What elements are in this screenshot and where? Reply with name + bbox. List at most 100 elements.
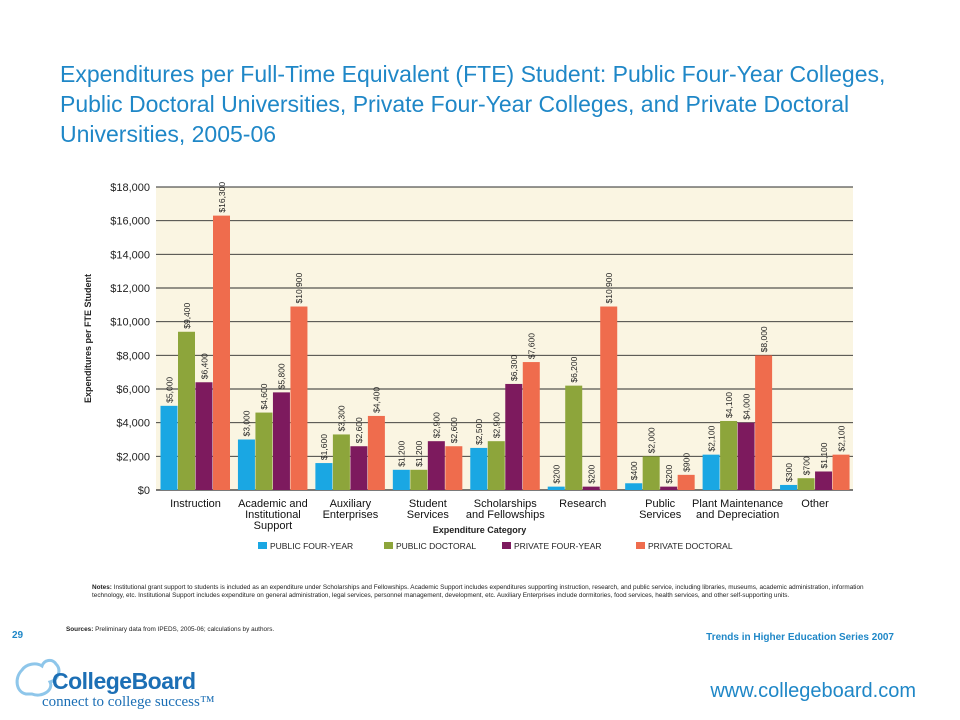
bar-value-label: $2,600	[354, 417, 364, 443]
bar	[160, 405, 178, 490]
bar-value-label: $7,600	[527, 333, 537, 359]
bar-value-label: $5,800	[277, 363, 287, 389]
legend-swatch	[384, 542, 393, 549]
bar-value-label: $1,200	[414, 441, 424, 467]
page-title: Expenditures per Full-Time Equivalent (F…	[60, 61, 886, 148]
legend-swatch	[636, 542, 645, 549]
bar	[832, 454, 850, 490]
y-tick-label: $12,000	[110, 283, 150, 295]
x-tick-label: and Depreciation	[696, 509, 779, 521]
page-number: 29	[12, 630, 24, 641]
x-tick-label: Services	[407, 509, 450, 521]
legend-label: PUBLIC DOCTORAL	[396, 541, 476, 551]
bar	[195, 382, 213, 490]
x-tick-label: Plant Maintenance	[692, 498, 783, 510]
x-tick-label: Public	[645, 498, 675, 510]
bar-value-label: $2,100	[836, 425, 846, 451]
bar	[780, 484, 798, 490]
bar	[600, 306, 618, 490]
bar-value-label: $2,600	[449, 417, 459, 443]
x-tick-label: and Fellowships	[466, 509, 545, 521]
y-tick-label: $2,000	[116, 451, 150, 463]
x-tick-label: Instruction	[170, 498, 221, 510]
bar-value-label: $6,400	[199, 353, 209, 379]
bar	[522, 362, 540, 490]
bar	[565, 385, 583, 490]
bar	[350, 446, 368, 490]
bar-value-label: $200	[551, 464, 561, 483]
y-axis-label: Expenditures per FTE Student	[83, 274, 93, 403]
notes-label: Notes:	[92, 584, 112, 591]
x-tick-label: Scholarships	[474, 498, 537, 510]
bar	[255, 412, 273, 490]
x-tick-label: Support	[254, 520, 293, 532]
x-tick-label: Institutional	[245, 509, 301, 521]
bar-value-label: $300	[784, 463, 794, 482]
bar-value-label: $4,400	[372, 387, 382, 413]
bar	[702, 454, 720, 490]
x-tick-label: Other	[801, 498, 829, 510]
bar	[677, 474, 695, 490]
legend-label: PRIVATE DOCTORAL	[648, 541, 733, 551]
site-url[interactable]: www.collegeboard.com	[710, 680, 916, 702]
x-tick-label: Auxiliary	[330, 498, 372, 510]
bar-value-label: $2,500	[474, 419, 484, 445]
bar-value-label: $6,300	[509, 355, 519, 381]
bar-value-label: $6,200	[569, 356, 579, 382]
bar-value-label: $2,900	[492, 412, 502, 438]
bar	[815, 471, 833, 490]
bar	[642, 456, 660, 490]
x-tick-label: Student	[409, 498, 447, 510]
x-tick-label: Enterprises	[323, 509, 379, 521]
bar-value-label: $4,000	[741, 393, 751, 419]
bar	[332, 434, 350, 490]
logo-tagline: connect to college success™	[42, 694, 215, 710]
bar	[737, 422, 755, 490]
notes-text: Institutional grant support to students …	[92, 584, 864, 600]
sources-label: Sources:	[66, 626, 94, 633]
acorn-logo-icon	[15, 658, 61, 697]
y-tick-label: $6,000	[116, 384, 150, 396]
bar	[505, 383, 523, 490]
bar	[582, 486, 600, 490]
y-tick-label: $16,000	[110, 216, 150, 228]
bar-value-label: $10,900	[294, 273, 304, 304]
bar	[470, 447, 488, 490]
bar-chart: $0 $2,000 $4,000 $6,000 $8,000 $10,000 $12,000…	[83, 182, 853, 551]
legend-swatch	[502, 542, 511, 549]
bar	[315, 463, 333, 490]
bar	[367, 415, 385, 490]
y-tick-label: $10,000	[110, 317, 150, 329]
bar	[797, 478, 815, 490]
logo-wordmark: CollegeBoard	[52, 668, 196, 694]
bar-value-label: $16,300	[217, 182, 227, 213]
bar	[427, 441, 445, 490]
legend-label: PUBLIC FOUR-YEAR	[270, 541, 353, 551]
bar-value-label: $400	[629, 461, 639, 480]
y-tick-label: $4,000	[116, 418, 150, 430]
chart-container: $0 $2,000 $4,000 $6,000 $8,000 $10,000 $12,000…	[83, 182, 853, 551]
bar-value-label: $200	[664, 464, 674, 483]
bar-value-label: $10,900	[604, 273, 614, 304]
bar-value-label: $9,400	[182, 302, 192, 328]
bar	[237, 439, 255, 490]
series-title: Trends in Higher Education Series 2007	[706, 632, 894, 643]
bar-value-label: $1,200	[397, 441, 407, 467]
bar-value-label: $4,600	[259, 383, 269, 409]
bar	[290, 306, 308, 490]
collegeboard-logo: CollegeBoard connect to college success™	[12, 654, 242, 716]
sources-text: Preliminary data from IPEDS, 2005-06; ca…	[95, 626, 275, 633]
y-tick-label: $18,000	[110, 182, 150, 194]
bar-value-label: $2,000	[646, 427, 656, 453]
bar-value-label: $200	[586, 464, 596, 483]
x-tick-label: Research	[559, 498, 606, 510]
bar	[213, 215, 230, 490]
bar-value-label: $900	[681, 453, 691, 472]
legend-label: PRIVATE FOUR-YEAR	[514, 541, 602, 551]
bar	[272, 392, 290, 490]
bar-value-label: $700	[801, 456, 811, 475]
y-tick-label: $8,000	[116, 350, 150, 362]
x-tick-label: Services	[639, 509, 682, 521]
legend-swatch	[258, 542, 267, 549]
bar-value-label: $4,100	[724, 392, 734, 418]
